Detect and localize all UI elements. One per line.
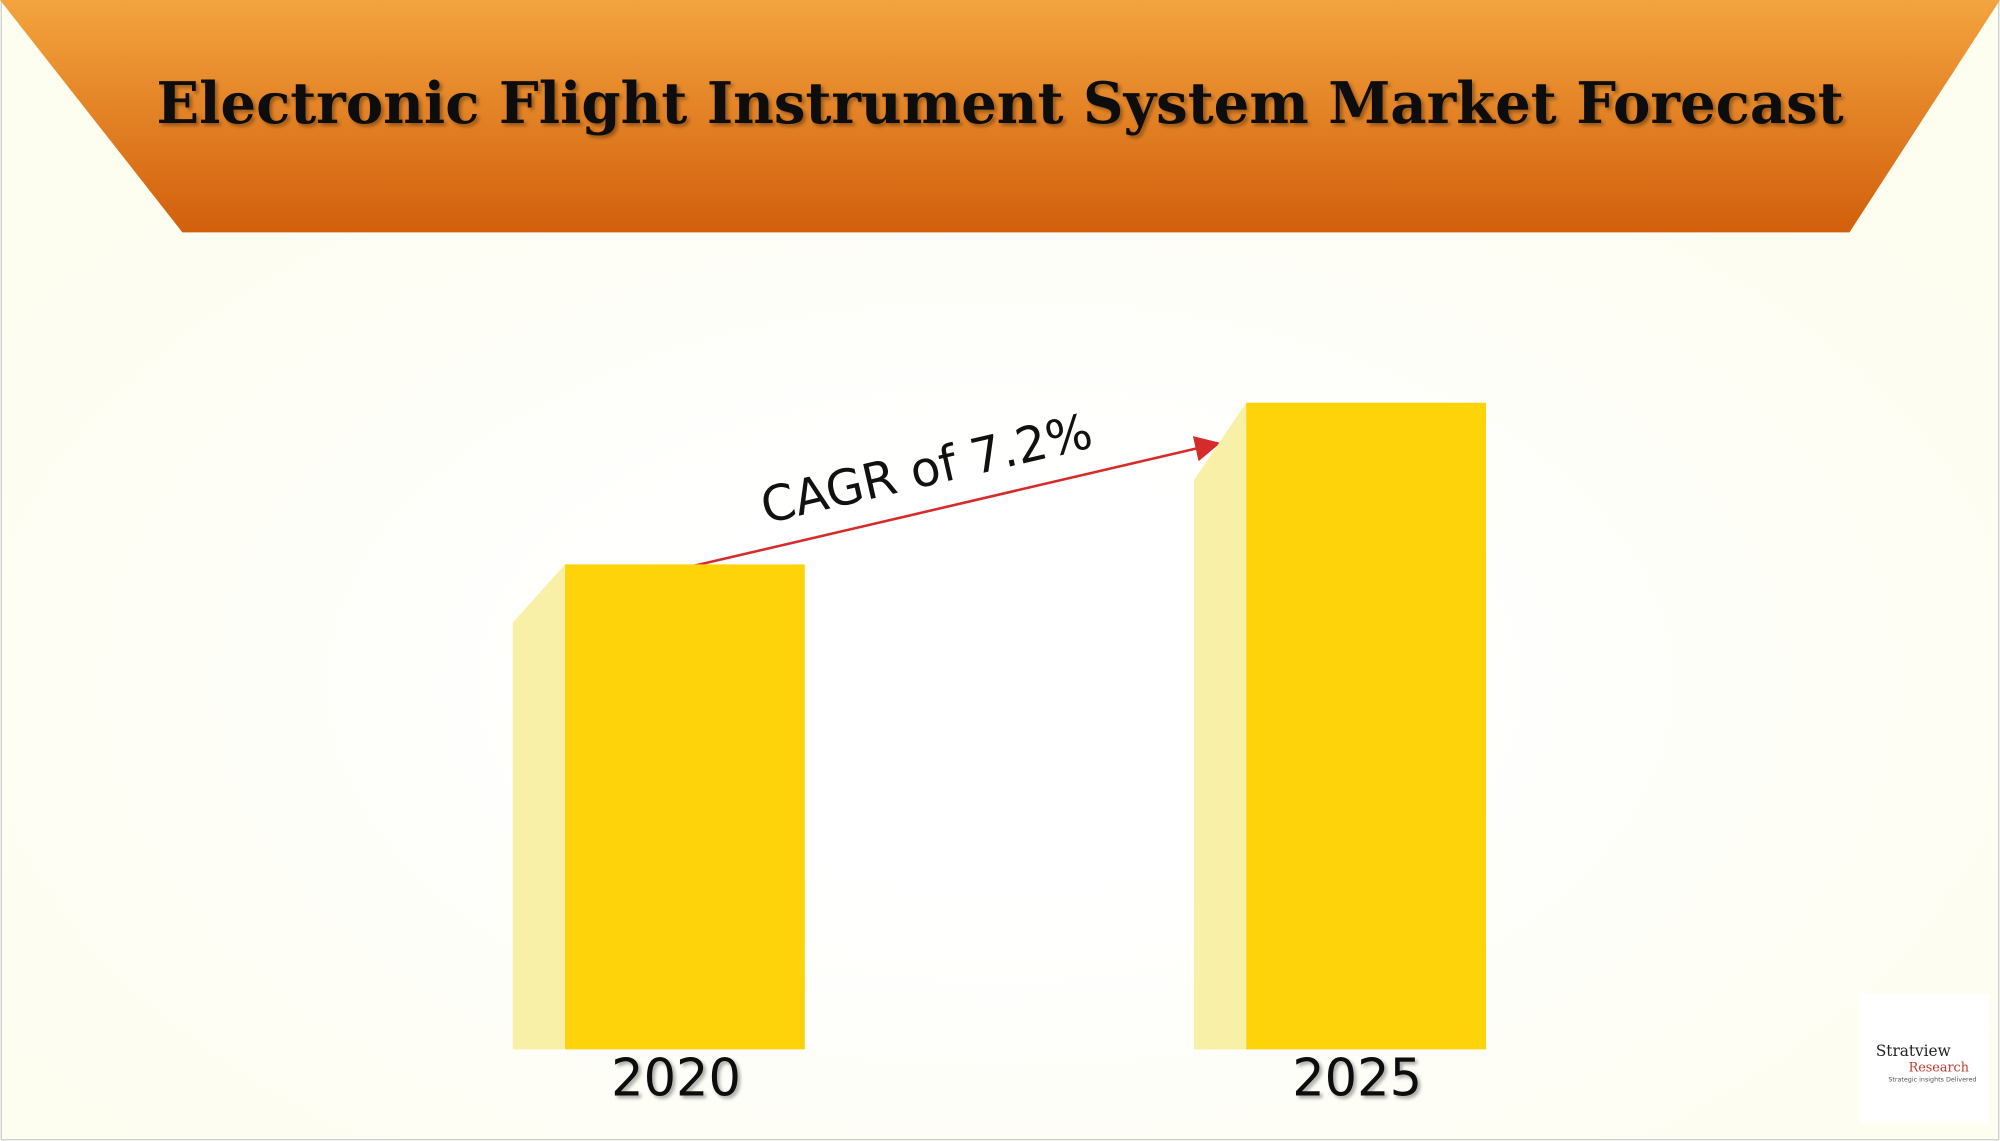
chart-title: Electronic Flight Instrument System Mark… bbox=[156, 71, 1843, 137]
cagr-arrow bbox=[684, 436, 1221, 570]
title-banner bbox=[0, 0, 2000, 233]
x-tick-label: 2025 bbox=[1292, 1048, 1422, 1108]
bar-side bbox=[512, 564, 566, 1050]
logo-box bbox=[1859, 993, 1990, 1123]
logo-name: Stratview bbox=[1876, 1042, 1951, 1060]
bar-side bbox=[1193, 402, 1247, 1050]
logo-subname: Research bbox=[1909, 1060, 1969, 1075]
bar bbox=[565, 564, 805, 1050]
x-tick-label: 2020 bbox=[611, 1048, 741, 1108]
logo-tagline: Strategic insights Delivered bbox=[1888, 1076, 1976, 1084]
bar bbox=[1246, 402, 1486, 1050]
